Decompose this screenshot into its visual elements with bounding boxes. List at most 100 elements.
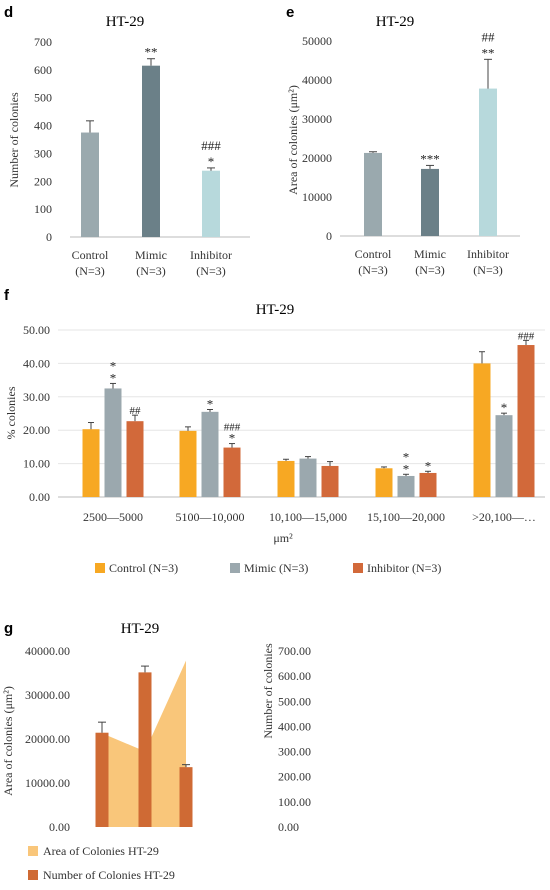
panel-letter-d: d	[4, 4, 13, 21]
panel-f-x-tick-label: >20,100—…	[472, 510, 536, 524]
panel-g-legend-swatch	[28, 870, 38, 880]
panel-g-y-tick-label-right: 400.00	[278, 719, 311, 733]
panel-f-y-tick-label: 30.00	[23, 390, 50, 404]
panel-d-x-tick-label: Inhibitor	[190, 248, 232, 262]
panel-f-bar	[321, 465, 339, 497]
panel-d-y-tick-label: 100	[34, 202, 52, 216]
panel-f-legend: Control (N=3) Mimic (N=3) Inhibitor (N=3)	[95, 561, 441, 575]
panel-d-significance-marker: **	[145, 45, 158, 60]
panel-f-bar	[397, 475, 415, 497]
panel-g-chart: HT-29 Area of colonies (μm²) Number of c…	[1, 621, 311, 882]
panel-e-y-tick-label: 50000	[302, 34, 332, 48]
panel-d-y-axis-label: Number of colonies	[7, 92, 21, 188]
panel-g-y-tick-label-left: 40000.00	[25, 644, 70, 658]
panel-d-y-tick-label: 200	[34, 174, 52, 188]
panel-d-y-tick-label: 500	[34, 91, 52, 105]
panel-g-legend: Area of Colonies HT-29 Number of Colonies…	[28, 844, 175, 882]
panel-g-legend-label: Number of Colonies HT-29	[43, 868, 175, 882]
panel-e-y-tick-label: 0	[326, 229, 332, 243]
panel-f-bar	[419, 472, 437, 497]
panel-f-significance-marker: ###	[224, 422, 241, 434]
panel-e-y-tick-label: 10000	[302, 190, 332, 204]
panel-g-y-tick-label-right: 300.00	[278, 745, 311, 759]
panel-f-bar	[473, 363, 491, 497]
panel-d-title: HT-29	[106, 14, 145, 30]
panel-g-title: HT-29	[121, 621, 160, 637]
panel-e-y-tick-label: 40000	[302, 73, 332, 87]
panel-e-title: HT-29	[376, 14, 415, 30]
panel-d-bar-control	[81, 132, 99, 237]
panel-f-legend-label: Control (N=3)	[109, 561, 178, 575]
panel-g-y-tick-label-right: 100.00	[278, 795, 311, 809]
panel-f-significance-marker: *	[501, 400, 508, 415]
panel-f-y-tick-label: 20.00	[23, 423, 50, 437]
panel-e-x-tick-sublabel: (N=3)	[358, 263, 387, 277]
panel-g-y-tick-label-right: 200.00	[278, 770, 311, 784]
panel-d-x-tick-sublabel: (N=3)	[196, 264, 225, 278]
panel-e-x-tick-sublabel: (N=3)	[415, 263, 444, 277]
panel-f-x-axis-label: μm²	[273, 531, 293, 545]
panel-f-significance-marker: *	[425, 458, 432, 473]
panel-f-bar	[299, 458, 317, 497]
panel-f-y-tick-label: 40.00	[23, 356, 50, 370]
panel-e-significance-marker: ##	[482, 29, 496, 44]
panel-f-bar	[126, 421, 144, 497]
panel-g-bar	[179, 767, 193, 827]
panel-d-significance-marker: ###	[201, 138, 221, 153]
panel-f-chart: HT-29 % colonies 0.00 10.00 20.00 30.00 40.0…	[4, 302, 545, 575]
panel-f-bar	[179, 430, 197, 497]
panel-e-significance-marker: ***	[420, 151, 440, 166]
panel-e-significance-marker: **	[482, 45, 495, 60]
panel-d-y-tick-label: 600	[34, 63, 52, 77]
panel-f-significance-marker: *	[403, 449, 410, 464]
panel-d-significance-marker: *	[208, 154, 215, 169]
panel-d-bar-inhibitor	[202, 170, 220, 237]
panel-e-bar-inhibitor	[479, 88, 497, 236]
panel-f-y-tick-label: 0.00	[29, 490, 50, 504]
panel-f-legend-swatch	[95, 563, 105, 573]
panel-f-legend-label: Inhibitor (N=3)	[367, 561, 441, 575]
panel-d-bar-mimic	[142, 65, 160, 237]
panel-f-legend-swatch	[353, 563, 363, 573]
panel-f-x-tick-label: 5100—10,000	[176, 510, 245, 524]
panel-f-y-tick-label: 50.00	[23, 323, 50, 337]
panel-g-y-axis-label-right: Number of colonies	[261, 643, 275, 739]
panel-f-x-tick-label: 2500—5000	[83, 510, 143, 524]
panel-g-y-tick-label-right: 600.00	[278, 669, 311, 683]
panel-g-y-tick-label-left: 0.00	[49, 820, 70, 834]
panel-g-y-axis-label-left: Area of colonies (μm²)	[1, 686, 15, 796]
panel-d-y-tick-label: 700	[34, 35, 52, 49]
panel-d-x-tick-sublabel: (N=3)	[136, 264, 165, 278]
panel-e-chart: HT-29 Area of colonies (μm²) 0 10000 20000…	[286, 14, 520, 277]
panel-f-bar	[82, 429, 100, 497]
panel-g-y-tick-label-left: 30000.00	[25, 688, 70, 702]
panel-g-y-tick-label-right: 500.00	[278, 694, 311, 708]
panel-f-legend-label: Mimic (N=3)	[244, 561, 308, 575]
panel-f-bar	[517, 345, 535, 497]
panel-f-x-tick-label: 15,100—20,000	[367, 510, 445, 524]
panel-f-title: HT-29	[256, 302, 295, 318]
panel-d-x-tick-label: Mimic	[135, 248, 167, 262]
panel-g-area-series	[102, 660, 186, 827]
panel-letter-g: g	[4, 620, 13, 637]
panel-f-bar	[201, 411, 219, 497]
panel-f-significance-marker: ###	[518, 330, 535, 342]
panel-f-bar	[104, 388, 122, 497]
panel-f-bar	[495, 415, 513, 497]
panel-f-significance-marker: *	[403, 461, 410, 476]
panel-g-y-tick-label-right: 0.00	[278, 820, 299, 834]
panel-d-x-tick-sublabel: (N=3)	[75, 264, 104, 278]
panel-d-x-tick-label: Control	[72, 248, 109, 262]
panel-e-y-tick-label: 30000	[302, 112, 332, 126]
panel-f-significance-marker: *	[110, 358, 117, 373]
panel-letter-f: f	[4, 287, 10, 304]
panel-g-y-tick-label-left: 10000.00	[25, 776, 70, 790]
panel-e-x-tick-label: Control	[355, 247, 392, 261]
panel-f-y-tick-label: 10.00	[23, 457, 50, 471]
panel-f-significance-marker: *	[229, 431, 236, 446]
panel-d-chart: HT-29 Number of colonies 0 100 200 300 400 50…	[7, 14, 250, 278]
panel-f-significance-marker: *	[207, 396, 214, 411]
panel-e-y-tick-label: 20000	[302, 151, 332, 165]
panel-e-bar-mimic	[421, 168, 439, 236]
